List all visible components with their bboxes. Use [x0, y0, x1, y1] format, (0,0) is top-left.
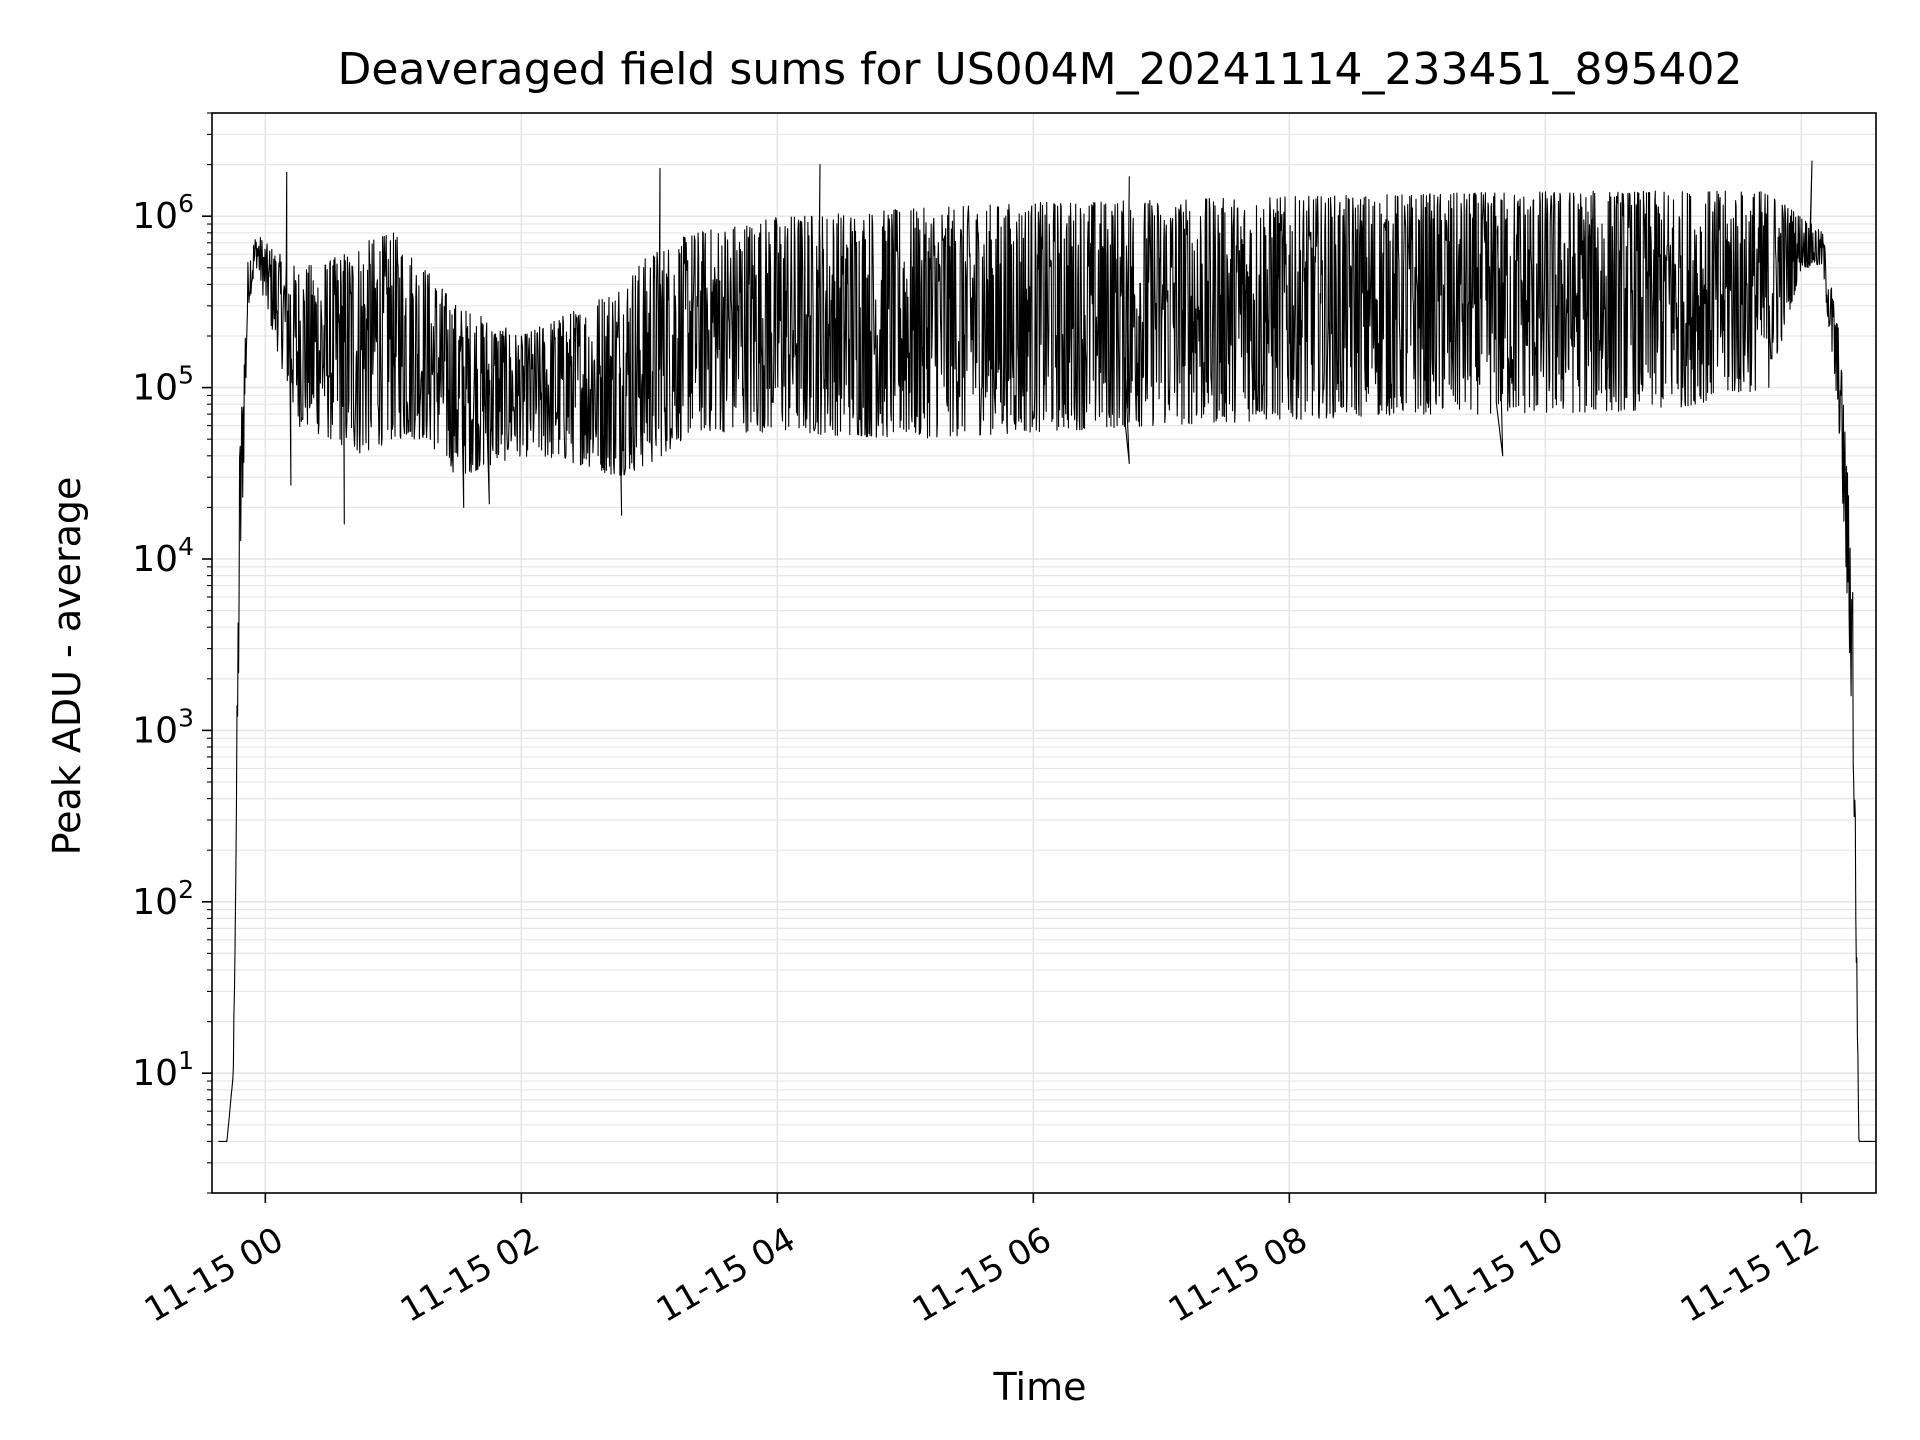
y-tick-label: 104: [132, 532, 194, 580]
y-tick-label: 101: [132, 1046, 194, 1094]
x-axis-label: Time: [993, 1365, 1087, 1409]
y-tick-label: 102: [132, 875, 194, 923]
y-axis-label: Peak ADU - average: [45, 477, 89, 856]
series-layer: [218, 160, 1877, 1142]
plot-frame: [211, 112, 1877, 1194]
y-tick-label: 103: [132, 703, 194, 751]
y-tick-label: 106: [132, 189, 194, 237]
series-line: [218, 160, 1877, 1142]
y-tick-label: 105: [132, 361, 194, 409]
chart-title: Deaveraged field sums for US004M_2024111…: [338, 44, 1743, 95]
